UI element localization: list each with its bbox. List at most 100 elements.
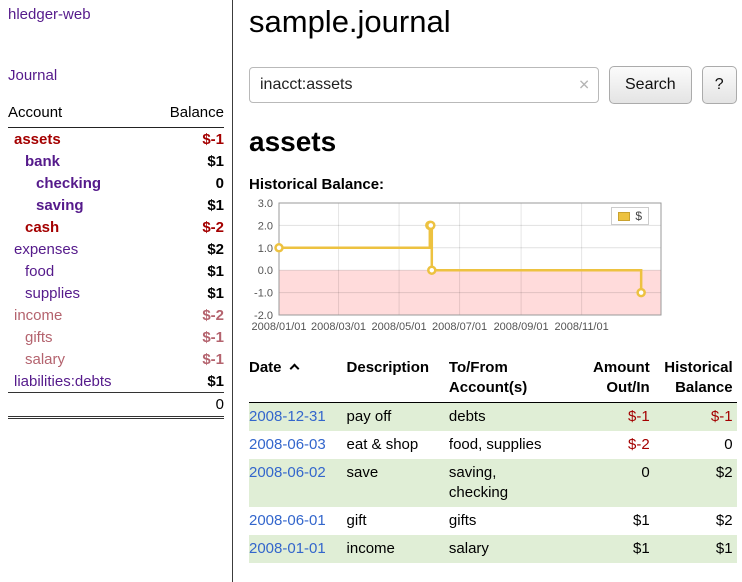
y-tick-label: -1.0 [254,288,273,300]
account-row: bank $1 [8,150,224,172]
search-input[interactable] [249,67,599,103]
search-button[interactable]: Search [609,66,692,104]
account-name-cell: income [8,304,150,326]
clear-search-icon[interactable]: ✕ [578,76,590,93]
account-link[interactable]: saving [36,196,84,214]
account-link[interactable]: food [25,262,55,280]
register-row: 2008-06-01 gift gifts $1 $2 [249,507,737,535]
page-title: sample.journal [249,4,451,39]
account-balance: $-2 [202,306,224,324]
y-tick-label: 2.0 [258,220,273,232]
register-description: gift [346,512,367,529]
account-link[interactable]: expenses [14,240,79,258]
account-link[interactable]: assets [14,130,61,148]
register-row: 2008-01-01 income salary $1 $1 [249,535,737,563]
register-header-label: Out/In [606,379,650,396]
register-header-label: Description [346,359,430,376]
account-balance: $1 [207,152,224,170]
register-accounts: saving, checking [448,464,509,501]
app-title-link[interactable]: hledger-web [8,6,91,23]
register-header-label: Balance [675,379,733,396]
transaction-date-link[interactable]: 2008-01-01 [249,540,326,557]
register-balance: $2 [715,464,733,481]
account-heading: assets [249,126,337,157]
register-column-header: Description [346,356,449,403]
register-description: income [346,540,395,557]
data-point-marker [636,287,646,298]
nav-journal-link[interactable]: Journal [8,67,58,84]
transaction-date-link[interactable]: 2008-06-02 [249,464,326,481]
register-amount: $-2 [628,436,650,453]
register-balance: $1 [715,540,733,557]
historical-balance-chart[interactable]: 3.0 2.0 1.0 0.0 -1.0 -2.0 2008/01/01 2008/03/01… [249,197,669,342]
accounts-total-spacer [8,392,150,419]
register-header-label: To/From [448,359,508,376]
register-balance: $-1 [710,408,733,425]
data-point-marker [274,243,284,253]
help-button[interactable]: ? [701,66,737,104]
transaction-date-link[interactable]: 2008-06-01 [249,512,326,529]
account-link[interactable]: bank [25,152,61,170]
account-name-cell: assets [8,128,150,151]
account-row: liabilities:debts $1 [8,370,224,393]
account-link[interactable]: income [14,306,63,324]
account-balance: $1 [207,196,224,214]
x-tick-label: 2008/05/01 [372,321,427,333]
account-link[interactable]: cash [25,218,60,236]
register-description: eat & shop [346,436,419,453]
register-description: save [346,464,379,481]
x-tick-label: 2008/03/01 [311,321,366,333]
x-tick-label: 2008/09/01 [494,321,549,333]
transaction-date-link[interactable]: 2008-06-03 [249,436,326,453]
accounts-total-value: 0 [149,392,224,419]
transaction-date-link[interactable]: 2008-12-31 [249,408,326,425]
account-row: saving $1 [8,194,224,216]
account-name-cell: supplies [8,282,150,304]
account-link[interactable]: liabilities:debts [14,372,112,390]
account-name-cell: saving [8,194,150,216]
x-tick-label: 2008/11/01 [554,321,608,333]
register-date-cell: 2008-06-03 [249,431,347,459]
account-row: assets $-1 [8,128,224,151]
negative-region [279,270,661,315]
search-box: ✕ [249,67,599,103]
account-balance: 0 [215,174,224,192]
register-date-cell: 2008-06-01 [249,507,347,535]
account-link[interactable]: supplies [25,284,81,302]
accounts-table: Account Balance assets $-1 bank $1 checking 0… [8,104,224,419]
register-header-row: Date Description To/From Account(s) Amount Ou… [249,356,737,403]
account-name-cell: salary [8,348,150,370]
account-link[interactable]: gifts [25,328,53,346]
register-header-label: Historical [664,359,733,376]
account-name-cell: checking [8,172,150,194]
register-date-cell: 2008-12-31 [249,403,347,432]
account-balance: $-1 [202,350,224,368]
legend-swatch-icon [618,211,631,221]
legend-label: $ [635,209,642,223]
register-column-header: Amount Out/In [580,356,654,403]
account-name-cell: food [8,260,150,282]
register-date-cell: 2008-06-02 [249,459,347,507]
data-point-marker [427,265,437,275]
accounts-total-row: 0 [8,392,224,419]
sort-chevron-up-icon [289,363,299,374]
register-accounts: food, supplies [448,436,542,453]
account-row: supplies $1 [8,282,224,304]
register-row: 2008-06-02 save saving, checking 0 $2 [249,459,737,507]
data-point-marker [426,220,436,231]
account-row: cash $-2 [8,216,224,238]
register-header-label: Account(s) [448,379,528,396]
account-link[interactable]: salary [25,350,66,368]
register-column-header[interactable]: Date [249,356,347,403]
register-accounts: salary [448,540,489,557]
register-column-header: To/From Account(s) [448,356,581,403]
account-link[interactable]: checking [36,174,102,192]
register-row: 2008-12-31 pay off debts $-1 $-1 [249,402,737,432]
y-tick-label: -2.0 [254,310,273,322]
account-balance: $1 [207,372,224,390]
account-balance: $2 [207,240,224,258]
register-amount: $1 [633,540,650,557]
account-balance: $1 [207,262,224,280]
y-tick-label: 1.0 [258,243,273,255]
